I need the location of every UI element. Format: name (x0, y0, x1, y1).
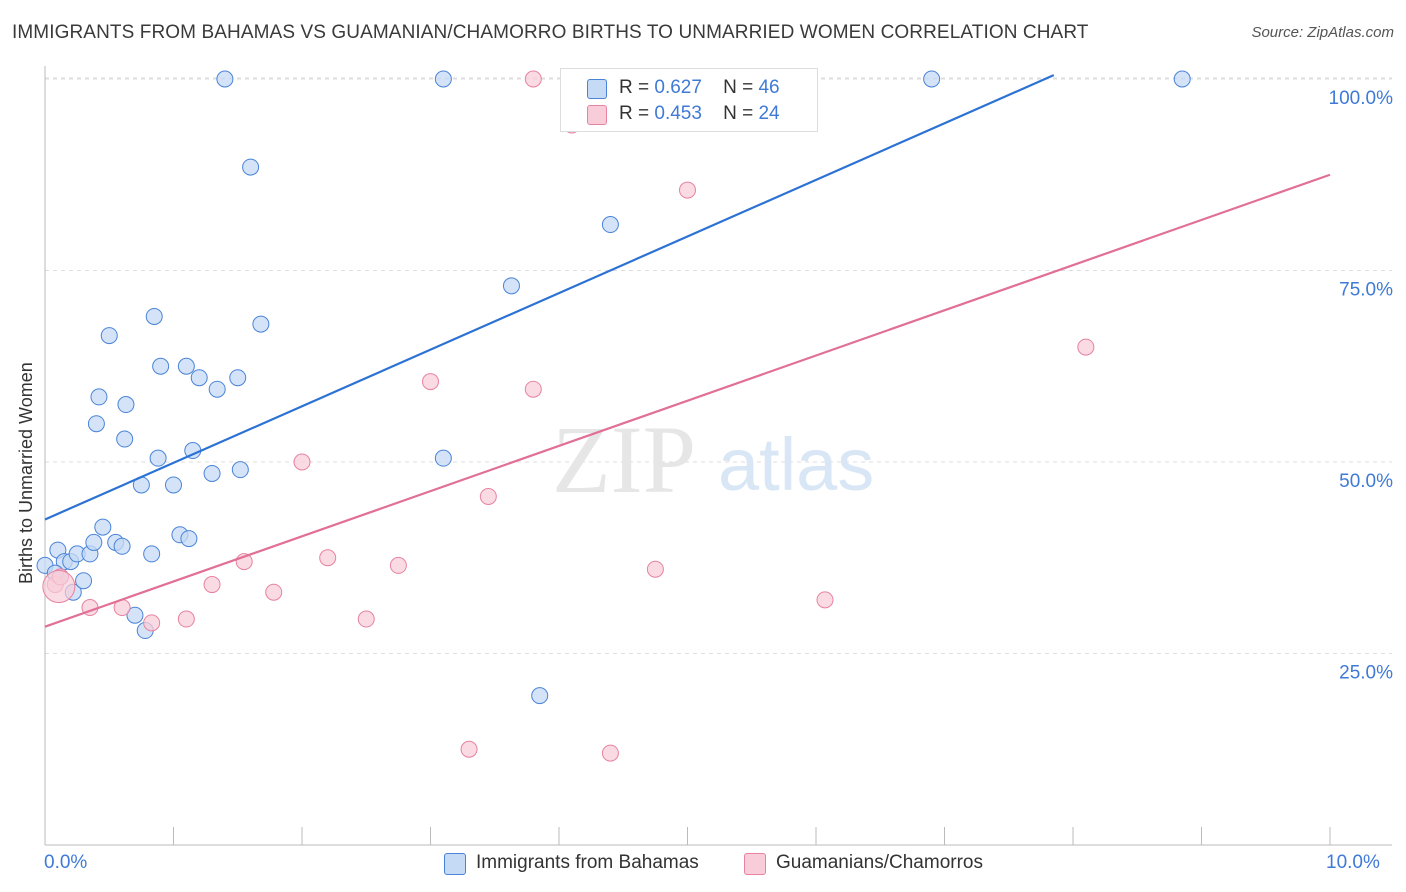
point-bahamas (87, 415, 105, 433)
point-bahamas (531, 687, 549, 705)
legend-n-label: N = (723, 103, 754, 124)
legend-n-value: 24 (758, 103, 780, 124)
bottom-legend-swatch-guamanian (744, 853, 766, 875)
point-guamanian (460, 740, 478, 758)
point-guamanian-large (42, 570, 76, 604)
point-guamanian (177, 610, 195, 628)
point-guamanian (479, 487, 497, 505)
y-tick-label: 75.0% (1339, 280, 1393, 301)
point-guamanian (524, 380, 542, 398)
point-bahamas (165, 476, 182, 494)
point-bahamas (216, 70, 234, 88)
point-guamanian (143, 614, 161, 632)
point-guamanian (1077, 338, 1095, 356)
point-guamanian (319, 549, 337, 567)
point-bahamas (434, 70, 452, 88)
point-bahamas (242, 158, 260, 176)
point-bahamas (145, 307, 163, 325)
bottom-legend-label: Guamanians/Chamorros (776, 852, 983, 873)
legend-swatch-guamanian (587, 105, 607, 125)
point-bahamas (113, 537, 131, 555)
chart-title: IMMIGRANTS FROM BAHAMAS VS GUAMANIAN/CHA… (12, 22, 1089, 43)
legend-r-label: R = (619, 77, 650, 98)
source-label: Source: ZipAtlas.com (1251, 24, 1394, 41)
point-bahamas (94, 518, 112, 536)
y-tick-label: 50.0% (1339, 471, 1393, 492)
bottom-legend-label: Immigrants from Bahamas (476, 852, 699, 873)
point-bahamas (1173, 70, 1191, 88)
point-guamanian (265, 583, 283, 601)
point-bahamas (203, 464, 221, 482)
point-guamanian (646, 560, 664, 578)
y-axis-label: Births to Unmarried Women (16, 362, 36, 584)
point-bahamas (502, 277, 520, 295)
point-bahamas (100, 327, 118, 345)
point-guamanian (679, 181, 696, 199)
point-bahamas (85, 533, 103, 551)
legend-n-value: 46 (758, 77, 780, 98)
trendline-bahamas (44, 74, 1055, 521)
point-bahamas (75, 572, 93, 590)
point-bahamas (434, 449, 452, 467)
point-bahamas (923, 70, 941, 88)
point-bahamas (126, 606, 144, 624)
point-bahamas (117, 396, 135, 414)
point-bahamas (149, 449, 167, 467)
point-guamanian (357, 610, 375, 628)
trendline-guamanian (44, 173, 1331, 628)
point-bahamas (143, 545, 161, 563)
point-guamanian (293, 453, 311, 471)
x-tick-label-min: 0.0% (44, 852, 88, 873)
point-guamanian (601, 744, 619, 762)
point-bahamas (90, 388, 108, 406)
point-guamanian (816, 591, 834, 609)
legend-r-value: 0.627 (654, 77, 702, 98)
point-guamanian (203, 576, 221, 594)
point-guamanian (422, 373, 439, 391)
legend-r-label: R = (619, 103, 650, 124)
point-bahamas (190, 369, 208, 387)
y-tick-label: 25.0% (1339, 663, 1393, 684)
bottom-legend-swatch-bahamas (444, 853, 466, 875)
point-bahamas (177, 357, 195, 375)
point-bahamas (601, 216, 619, 234)
point-guamanian (389, 556, 407, 574)
point-bahamas (231, 461, 249, 479)
y-tick-label: 100.0% (1329, 88, 1394, 109)
correlation-legend: R = 0.627 N = 46 R = 0.453 N = 24 (560, 68, 818, 132)
legend-n-label: N = (723, 77, 754, 98)
point-bahamas (208, 380, 226, 398)
watermark-atlas: atlas (718, 423, 874, 506)
point-bahamas (252, 315, 270, 333)
legend-swatch-bahamas (587, 79, 607, 99)
point-bahamas (116, 430, 134, 448)
point-guamanian (524, 70, 542, 88)
x-tick-label-max: 10.0% (1326, 852, 1380, 873)
point-bahamas (152, 357, 170, 375)
legend-r-value: 0.453 (654, 103, 702, 124)
point-bahamas (180, 530, 198, 548)
point-bahamas (229, 369, 247, 387)
